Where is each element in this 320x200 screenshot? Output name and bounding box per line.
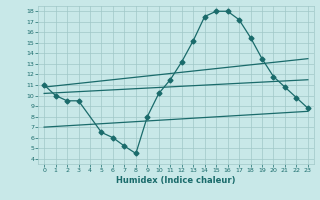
X-axis label: Humidex (Indice chaleur): Humidex (Indice chaleur) — [116, 176, 236, 185]
